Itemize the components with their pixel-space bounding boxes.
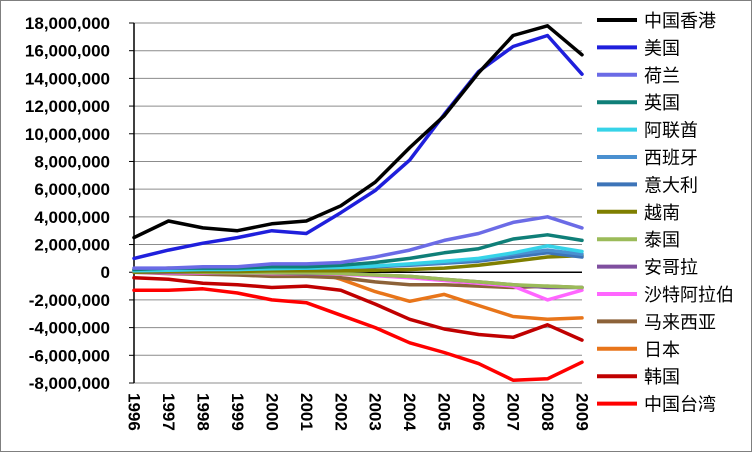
x-tick-label: 2009 <box>573 393 592 431</box>
y-tick-label: -8,000,000 <box>29 374 110 393</box>
series-line <box>132 33 584 261</box>
y-tick-label: 18,000,000 <box>25 14 110 33</box>
y-tick-labels: 18,000,000 16,000,000 14,000,000 12,000,000… <box>25 14 110 393</box>
legend-label: 沙特阿拉伯 <box>644 285 734 306</box>
series-line <box>132 276 584 342</box>
y-tick-label: 0 <box>101 263 110 282</box>
legend-label: 安哥拉 <box>644 258 698 279</box>
x-tick-label: 1997 <box>159 393 178 431</box>
y-tick-label: 12,000,000 <box>25 97 110 116</box>
legend-label: 西班牙 <box>644 148 698 169</box>
y-tick-label: -2,000,000 <box>29 291 110 310</box>
y-tick-label: 4,000,000 <box>34 208 110 227</box>
legend-label: 美国 <box>644 38 680 59</box>
legend-label: 韩国 <box>644 367 680 388</box>
legend-label: 泰国 <box>644 230 680 251</box>
x-tick-label: 1996 <box>125 393 144 431</box>
x-tick-label: 1999 <box>228 393 247 431</box>
y-tick-label: 8,000,000 <box>34 152 110 171</box>
y-tick-label: 10,000,000 <box>25 125 110 144</box>
series-line <box>132 253 584 274</box>
legend-label: 中国香港 <box>644 11 716 32</box>
legend: 中国香港美国荷兰英国阿联酋西班牙意大利越南泰国安哥拉沙特阿拉伯马来西亚日本韩国中… <box>597 11 734 416</box>
series-line <box>132 215 584 270</box>
x-tick-label: 2000 <box>262 393 281 431</box>
x-tick-label: 2007 <box>504 393 523 431</box>
series-line <box>132 24 584 240</box>
x-tick-label: 2005 <box>435 393 454 431</box>
legend-label: 越南 <box>644 203 680 224</box>
y-tick-label: -6,000,000 <box>29 346 110 365</box>
y-tick-label: 14,000,000 <box>25 69 110 88</box>
x-tick-label: 2004 <box>400 393 419 431</box>
legend-label: 马来西亚 <box>644 312 716 333</box>
series-line <box>132 287 584 382</box>
x-tick-label: 2001 <box>297 393 316 431</box>
y-tick-label: 2,000,000 <box>34 236 110 255</box>
x-tick-labels: 1996 1997 1998 1999 2000 2001 2002 2003 2004 2005… <box>125 393 592 431</box>
series-lines <box>132 24 584 382</box>
y-tick-label: 6,000,000 <box>34 180 110 199</box>
legend-label: 英国 <box>644 93 680 114</box>
x-tick-label: 2003 <box>366 393 385 431</box>
x-tick-label: 1998 <box>193 393 212 431</box>
legend-label: 荷兰 <box>644 66 680 87</box>
legend-label: 日本 <box>644 340 680 361</box>
legend-label: 阿联酋 <box>644 121 698 142</box>
x-tick-label: 2002 <box>331 393 350 431</box>
legend-label: 中国台湾 <box>644 395 716 416</box>
x-tick-label: 2008 <box>538 393 557 431</box>
y-tick-label: -4,000,000 <box>29 319 110 338</box>
y-tick-label: 16,000,000 <box>25 42 110 61</box>
legend-label: 意大利 <box>644 175 698 196</box>
x-tick-label: 2006 <box>469 393 488 431</box>
